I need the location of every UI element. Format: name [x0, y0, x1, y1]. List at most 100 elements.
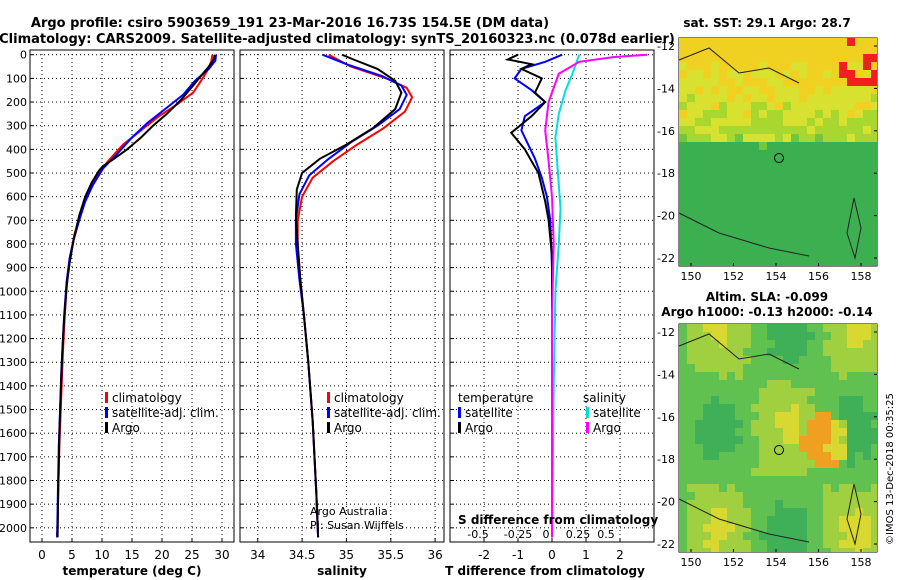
grid-dot — [540, 432, 541, 434]
grid-dot — [612, 503, 613, 505]
grid-dot — [572, 77, 573, 79]
grid-dot — [414, 314, 415, 316]
grid-dot — [398, 409, 399, 411]
grid-dot — [290, 125, 291, 127]
grid-dot — [208, 314, 209, 316]
grid-dot — [362, 196, 363, 198]
grid-dot — [345, 518, 347, 519]
grid-dot — [345, 458, 347, 459]
grid-dot — [430, 172, 431, 174]
grid-dot — [628, 314, 629, 316]
grid-dot — [298, 54, 299, 56]
grid-dot — [71, 78, 73, 79]
grid-dot — [628, 243, 629, 245]
grid-dot — [101, 454, 103, 455]
grid-dot — [262, 409, 263, 411]
grid-dot — [430, 385, 431, 387]
grid-dot — [456, 409, 457, 411]
grid-dot — [298, 290, 299, 292]
grid-dot — [517, 114, 519, 115]
grid-dot — [71, 498, 73, 499]
grid-dot — [221, 210, 223, 211]
grid-dot — [410, 219, 411, 221]
grid-dot — [161, 466, 163, 467]
grid-dot — [101, 346, 103, 347]
grid-dot — [334, 267, 335, 269]
grid-dot — [422, 267, 423, 269]
grid-dot — [330, 77, 331, 79]
grid-dot — [262, 148, 263, 150]
grid-dot — [270, 361, 271, 363]
grid-dot — [120, 503, 121, 505]
grid-dot — [302, 503, 303, 505]
grid-dot — [232, 125, 233, 127]
grid-dot — [131, 374, 133, 375]
grid-dot — [414, 196, 415, 198]
grid-dot — [41, 98, 43, 99]
grid-dot — [636, 219, 637, 221]
grid-dot — [628, 172, 629, 174]
grid-dot — [184, 290, 185, 292]
grid-dot — [71, 90, 73, 91]
grid-dot — [442, 432, 443, 434]
grid-dot — [36, 361, 37, 363]
grid-dot — [500, 196, 501, 198]
grid-dot — [108, 338, 109, 340]
grid-dot — [532, 456, 533, 458]
grid-dot — [220, 480, 221, 481]
grid-dot — [528, 243, 529, 245]
grid-dot — [101, 522, 103, 523]
grid-dot — [41, 202, 43, 203]
grid-dot — [345, 426, 347, 427]
grid-dot — [282, 77, 283, 79]
grid-dot — [101, 214, 103, 215]
grid-dot — [540, 480, 541, 481]
grid-dot — [301, 262, 303, 263]
grid-dot — [164, 243, 165, 245]
grid-dot — [394, 432, 395, 434]
grid-dot — [378, 148, 379, 150]
grid-dot — [274, 361, 275, 363]
grid-dot — [161, 194, 163, 195]
grid-dot — [180, 290, 181, 292]
grid-dot — [282, 338, 283, 340]
grid-dot — [301, 482, 303, 483]
grid-dot — [422, 125, 423, 127]
grid-dot — [496, 172, 497, 174]
grid-dot — [80, 480, 81, 481]
grid-dot — [434, 54, 436, 55]
grid-dot — [434, 198, 436, 199]
grid-dot — [624, 338, 625, 340]
grid-dot — [354, 503, 355, 505]
grid-dot — [124, 77, 125, 79]
grid-dot — [290, 456, 291, 458]
grid-dot — [548, 480, 549, 481]
grid-dot — [84, 290, 85, 292]
grid-dot — [551, 182, 553, 183]
grid-dot — [374, 172, 375, 174]
grid-dot — [410, 196, 411, 198]
grid-dot — [71, 110, 73, 111]
grid-dot — [576, 527, 577, 529]
grid-dot — [374, 219, 375, 221]
grid-dot — [302, 219, 303, 221]
grid-dot — [161, 510, 163, 511]
grid-dot — [76, 385, 77, 387]
grid-dot — [398, 432, 399, 434]
grid-dot — [274, 527, 275, 529]
grid-dot — [528, 101, 529, 103]
grid-dot — [648, 456, 649, 458]
grid-dot — [488, 77, 489, 79]
grid-dot — [345, 454, 347, 455]
grid-dot — [48, 219, 49, 221]
grid-dot — [532, 290, 533, 292]
grid-dot — [532, 196, 533, 198]
grid-dot — [434, 330, 436, 331]
grid-dot — [101, 306, 103, 307]
grid-dot — [382, 314, 383, 316]
grid-dot — [191, 390, 193, 391]
grid-dot — [338, 125, 339, 127]
grid-dot — [71, 166, 73, 167]
grid-dot — [326, 148, 327, 150]
grid-dot — [191, 454, 193, 455]
